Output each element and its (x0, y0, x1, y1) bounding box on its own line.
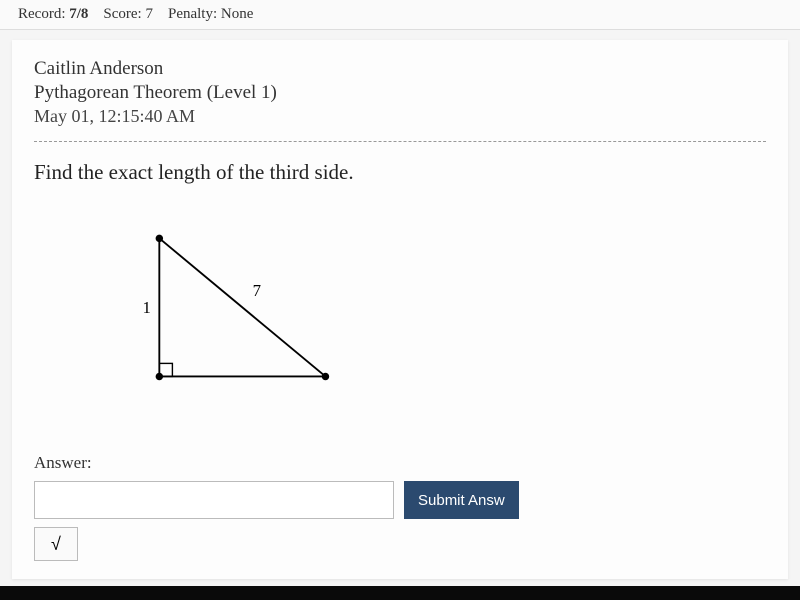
side-label-hypotenuse: 7 (253, 281, 261, 300)
submit-answer-button[interactable]: Submit Answ (404, 481, 519, 519)
penalty-label: Penalty: (168, 6, 217, 22)
sqrt-button[interactable]: √ (34, 527, 78, 561)
top-status-bar: Record: 7/8 Score: 7 Penalty: None (0, 0, 800, 30)
student-name: Caitlin Anderson (34, 58, 766, 80)
answer-label: Answer: (34, 453, 766, 473)
main-panel: Caitlin Anderson Pythagorean Theorem (Le… (12, 40, 788, 579)
score-value: 7 (145, 6, 153, 22)
assignment-title: Pythagorean Theorem (Level 1) (34, 82, 766, 104)
figure-area: 1 7 (34, 213, 766, 413)
triangle-diagram: 1 7 (94, 213, 374, 413)
side-label-left: 1 (143, 298, 151, 317)
penalty-value: None (221, 6, 254, 22)
record-value: 7/8 (69, 6, 88, 22)
answer-input[interactable] (34, 481, 394, 519)
record-label: Record: (18, 6, 65, 22)
question-text: Find the exact length of the third side. (34, 160, 766, 185)
divider (34, 141, 766, 142)
answer-section: Answer: Submit Answ √ (34, 453, 766, 561)
timestamp: May 01, 12:15:40 AM (34, 106, 766, 127)
device-bezel (0, 586, 800, 600)
score-label: Score: (103, 6, 141, 22)
header-block: Caitlin Anderson Pythagorean Theorem (Le… (34, 58, 766, 127)
